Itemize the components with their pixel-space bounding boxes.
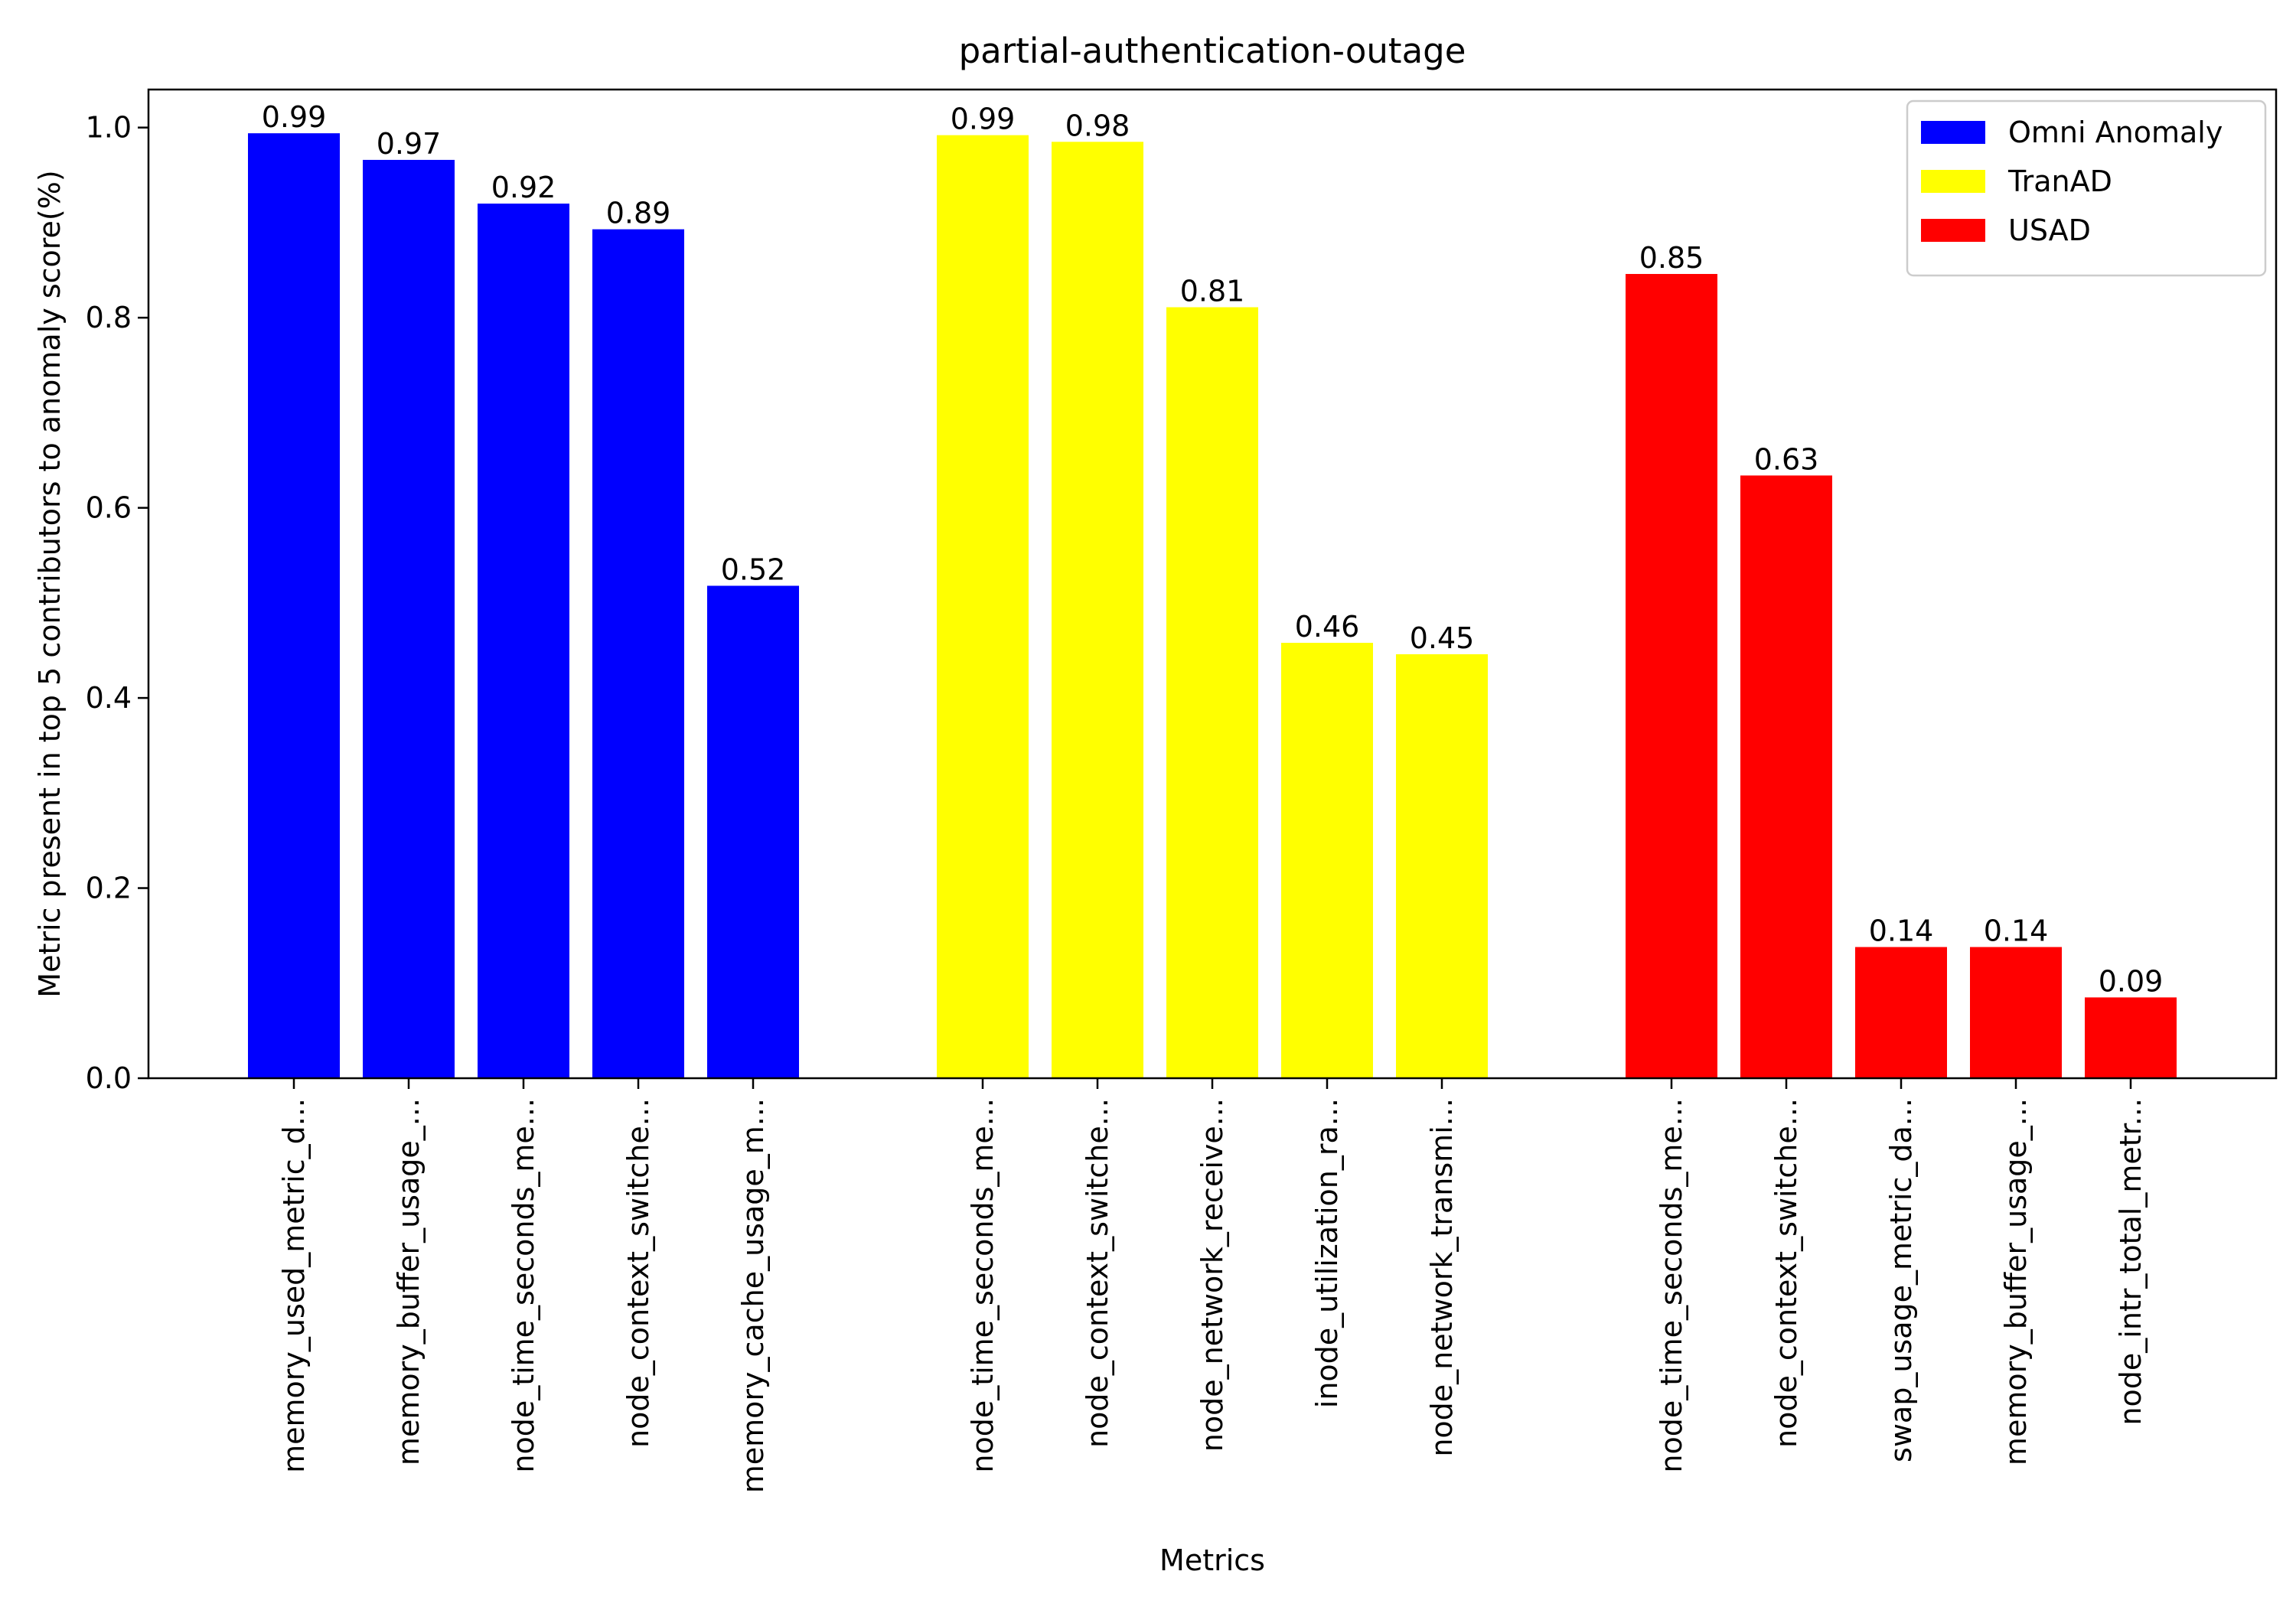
legend-swatch-2 (1921, 170, 1985, 193)
value-label-2-3: 0.81 (1180, 274, 1245, 308)
legend: Omni Anomaly TranAD USAD (1906, 99, 2267, 277)
value-label-1-2: 0.97 (377, 127, 442, 161)
value-label-1-4: 0.89 (606, 197, 671, 230)
y-axis-label: Metric present in top 5 contributors to … (33, 170, 67, 997)
x-tick-label-2-3: node_network_receive... (1195, 1098, 1229, 1452)
x-tick-label-2-5: node_network_transmi... (1425, 1098, 1459, 1457)
value-label-3-4: 0.14 (1984, 914, 2049, 948)
value-label-2-4: 0.46 (1295, 610, 1360, 644)
x-tick-label-2-2: node_context_switche... (1081, 1098, 1114, 1448)
value-label-1-1: 0.99 (262, 100, 327, 134)
y-tick-label-4: 0.6 (86, 491, 132, 525)
legend-label-2: TranAD (2007, 165, 2112, 198)
bar-2-2 (1052, 142, 1143, 1079)
x-tick-label-2-1: node_time_seconds_me... (966, 1098, 1000, 1473)
bar-1-3 (478, 204, 569, 1079)
legend-box (1906, 99, 2267, 277)
x-tick-label-1-4: node_context_switche... (621, 1098, 655, 1448)
x-tick-label-1-1: memory_used_metric_d... (277, 1098, 311, 1473)
y-tick-label-1: 0.0 (86, 1061, 132, 1095)
bar-3-2 (1740, 475, 1832, 1078)
legend-swatch-1 (1921, 121, 1985, 144)
bar-3-5 (2085, 997, 2177, 1078)
y-tick-label-3: 0.4 (86, 681, 132, 715)
x-tick-label-1-2: memory_buffer_usage_... (392, 1098, 426, 1465)
x-axis-label: Metrics (1159, 1543, 1265, 1577)
value-label-2-2: 0.98 (1065, 109, 1130, 142)
bar-3-1 (1626, 274, 1717, 1078)
x-tick-label-2-4: inode_utilization_ra... (1310, 1098, 1344, 1408)
bar-2-5 (1396, 654, 1488, 1078)
x-tick-label-1-3: node_time_seconds_me... (507, 1098, 540, 1473)
bar-1-2 (363, 159, 455, 1078)
bar-1-1 (248, 133, 340, 1079)
value-label-3-3: 0.14 (1869, 914, 1934, 948)
y-tick-label-2: 0.2 (86, 872, 132, 905)
x-axis: memory_used_metric_d... memory_buffer_usa… (277, 1078, 2148, 1493)
bar-2-1 (937, 135, 1029, 1079)
x-tick-label-3-5: node_intr_total_metr... (2114, 1098, 2148, 1426)
bar-1-4 (592, 229, 684, 1078)
legend-label-3: USAD (2008, 214, 2091, 247)
value-label-2-5: 0.45 (1410, 621, 1475, 655)
bar-2-3 (1166, 307, 1258, 1078)
value-label-3-1: 0.85 (1639, 241, 1704, 275)
x-tick-label-1-5: memory_cache_usage_m... (736, 1098, 770, 1493)
value-label-2-1: 0.99 (951, 103, 1016, 136)
value-label-1-3: 0.92 (491, 171, 556, 204)
x-tick-label-3-1: node_time_seconds_me... (1655, 1098, 1688, 1473)
value-label-3-2: 0.63 (1754, 442, 1819, 476)
x-tick-label-3-3: swap_usage_metric_da... (1884, 1098, 1918, 1462)
x-tick-label-3-2: node_context_switche... (1769, 1098, 1803, 1448)
bars-layer (248, 133, 2177, 1079)
bar-3-3 (1855, 947, 1947, 1078)
y-tick-label-6: 1.0 (86, 111, 132, 145)
bar-3-4 (1970, 947, 2062, 1078)
y-axis: 0.0 0.2 0.4 0.6 0.8 1.0 (86, 111, 148, 1095)
legend-swatch-3 (1921, 219, 1985, 242)
x-tick-label-3-4: memory_buffer_usage_... (1999, 1098, 2033, 1465)
value-labels-layer: 0.99 0.97 0.92 0.89 0.52 0.99 0.98 0.81 0.46 0.45… (262, 100, 2164, 998)
chart-title: partial-authentication-outage (959, 31, 1466, 71)
bar-1-5 (707, 585, 799, 1078)
y-tick-label-5: 0.8 (86, 301, 132, 334)
bar-2-4 (1281, 643, 1373, 1078)
value-label-1-5: 0.52 (721, 553, 786, 586)
value-label-3-5: 0.09 (2099, 964, 2164, 998)
legend-label-1: Omni Anomaly (2008, 116, 2223, 149)
